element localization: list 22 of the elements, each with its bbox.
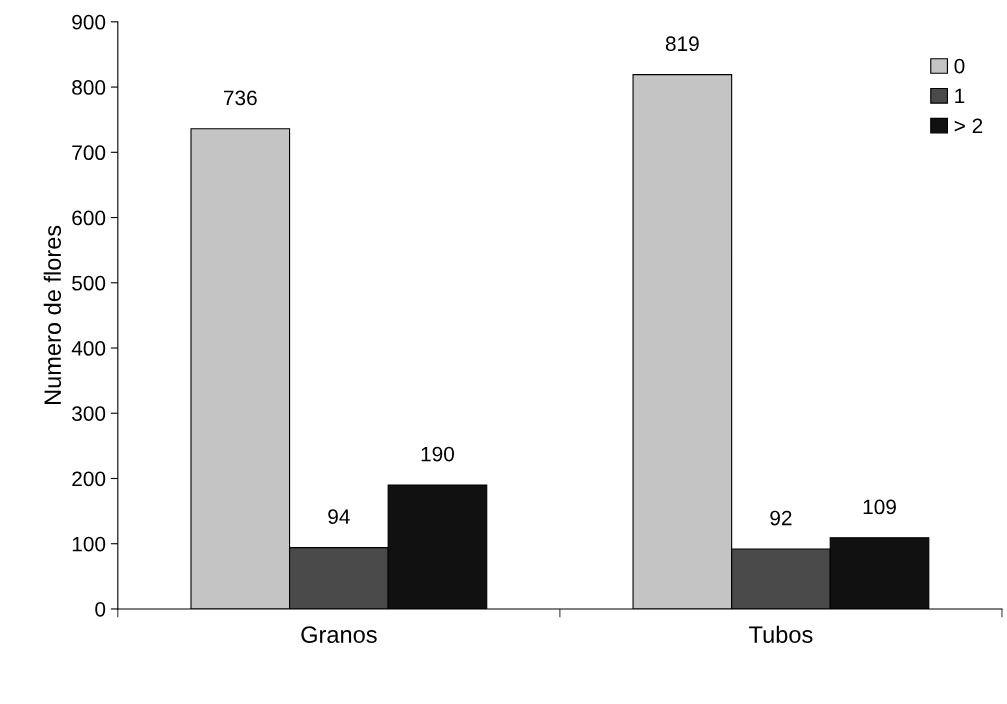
- y-tick-label: 400: [71, 341, 106, 356]
- data-label: 92: [770, 510, 792, 526]
- y-tick-label: 100: [72, 536, 106, 552]
- y-tick-label: 600: [72, 210, 106, 226]
- y-tick-label: 200: [72, 471, 106, 487]
- data-label: 94: [328, 509, 350, 525]
- y-tick-label: 800: [72, 80, 106, 95]
- data-label: 819: [665, 36, 699, 52]
- y-tick-label: 300: [72, 406, 106, 421]
- x-tick-label: Granos: [301, 626, 377, 643]
- y-tick-label: 700: [72, 145, 106, 161]
- data-label: 736: [223, 90, 257, 106]
- data-label: 190: [421, 446, 454, 462]
- data-label: 109: [863, 499, 896, 515]
- y-tick-label: 500: [72, 275, 106, 291]
- y-tick-label: 900: [72, 14, 106, 30]
- y-tick-label: 0: [95, 601, 106, 617]
- y-axis-title: Numero de flores: [43, 225, 62, 404]
- legend-label: 0: [954, 58, 965, 74]
- legend-label: > 2: [954, 118, 983, 133]
- x-tick-label: Tubos: [749, 625, 813, 643]
- legend-label: 1: [955, 88, 965, 104]
